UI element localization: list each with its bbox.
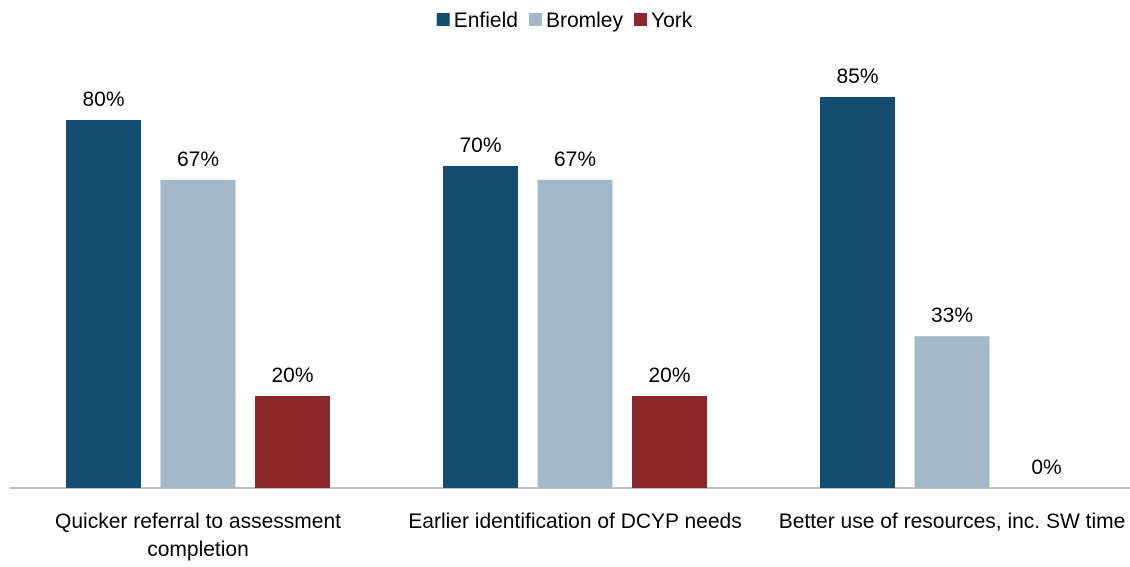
x-tick-label: Earlier identification of DCYP needs <box>408 510 742 533</box>
bar <box>66 120 141 488</box>
bar <box>255 396 330 488</box>
data-label: 67% <box>554 148 596 171</box>
bar <box>537 179 613 489</box>
bar <box>914 336 990 488</box>
x-tick-label: Quicker referral to assessment completio… <box>55 510 341 561</box>
bar <box>632 396 707 488</box>
legend-swatch <box>633 13 647 26</box>
data-label: 20% <box>648 364 690 387</box>
data-label: 20% <box>271 364 313 387</box>
legend-label: Enfield <box>454 9 518 32</box>
bar <box>160 179 236 489</box>
x-tick-label: Better use of resources, inc. SW time <box>778 510 1126 533</box>
legend-swatch <box>528 13 542 26</box>
data-label: 0% <box>1031 456 1061 479</box>
legend-swatch <box>436 13 450 26</box>
legend-label: York <box>651 9 693 32</box>
data-label: 67% <box>177 148 219 171</box>
legend-label: Bromley <box>546 9 624 32</box>
data-label: 85% <box>836 65 878 88</box>
data-label: 70% <box>459 134 501 157</box>
bar <box>443 166 518 488</box>
data-label: 33% <box>931 304 973 327</box>
data-label: 80% <box>82 88 124 111</box>
bar <box>820 97 895 488</box>
